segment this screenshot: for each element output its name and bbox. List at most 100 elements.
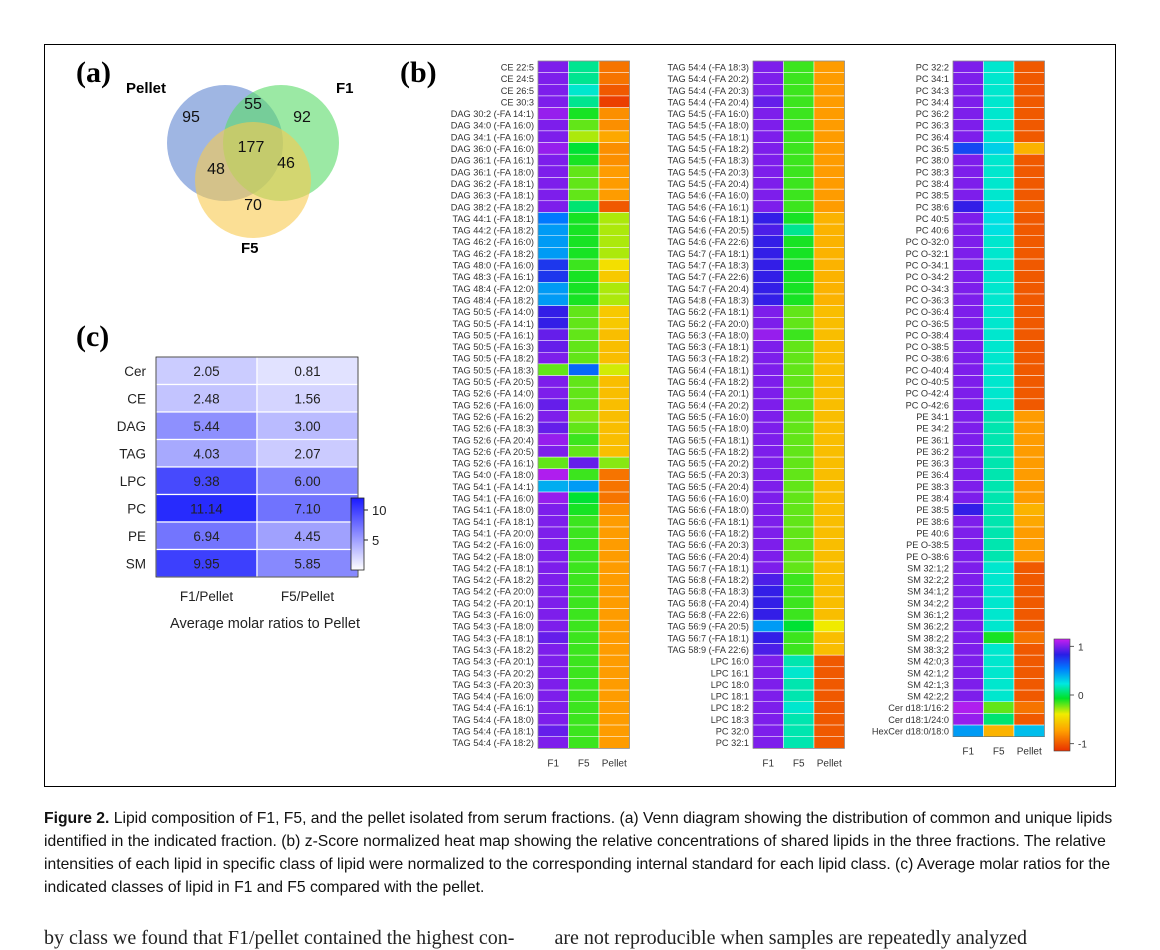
heatmap-cell xyxy=(783,643,815,656)
heatmap-cell xyxy=(568,95,600,108)
heatmap-cell xyxy=(568,119,600,132)
heatmap-cell xyxy=(598,445,630,458)
venn-diagram xyxy=(167,85,339,238)
heatmap-cell xyxy=(598,247,630,260)
heatmap-cell xyxy=(752,165,784,178)
heatmap-cell xyxy=(568,328,600,341)
heatmap-cell xyxy=(752,398,784,411)
row-label: TAG 48:4 (-FA 12:0) xyxy=(452,284,534,294)
heatmap-cell xyxy=(1013,258,1045,271)
heatmap-cell xyxy=(813,270,845,283)
heatmap-cell xyxy=(537,386,569,400)
heatmap-cell xyxy=(983,491,1015,504)
heatmap-cell xyxy=(783,678,815,691)
heatmap-cell xyxy=(952,456,984,470)
heatmap-cell xyxy=(568,561,600,574)
row-label: TAG 54:3 (-FA 18:0) xyxy=(452,622,534,632)
heatmap-cell xyxy=(983,130,1015,143)
heatmap-cell xyxy=(598,643,630,656)
heatmap-cell xyxy=(983,410,1015,423)
heatmap-cell xyxy=(1013,270,1045,283)
heatmap-cell xyxy=(256,356,359,386)
heatmap-cell xyxy=(1013,60,1045,73)
row-label: TAG 56:5 (-FA 20:2) xyxy=(667,459,749,469)
heatmap-cell xyxy=(952,561,984,574)
heatmap-cell xyxy=(537,142,569,155)
row-label: PE O-38:6 xyxy=(906,552,949,562)
heatmap-cell xyxy=(952,724,984,737)
heatmap-cell xyxy=(983,282,1015,295)
heatmap-cell xyxy=(598,480,630,493)
heatmap-cell xyxy=(1013,573,1045,586)
heatmap-cell xyxy=(983,247,1015,260)
heatmap-cell xyxy=(813,119,845,132)
heatmap-cell xyxy=(813,200,845,213)
heatmap-cell xyxy=(537,200,569,213)
heatmap-cell xyxy=(1013,282,1045,295)
heatmap-cell xyxy=(568,375,600,388)
row-label: PC O-42:4 xyxy=(906,389,949,399)
heatmap-cell xyxy=(568,654,600,668)
heatmap-cell xyxy=(752,107,784,120)
heatmap-cell xyxy=(983,515,1015,528)
heatmap-cell xyxy=(568,491,600,504)
heatmap-cell xyxy=(537,270,569,283)
heatmap-cell xyxy=(598,538,630,551)
heatmap-cell xyxy=(813,305,845,318)
heatmap-cell xyxy=(537,736,569,749)
heatmap-cell xyxy=(813,212,845,225)
row-label: TAG 54:4 (-FA 16:1) xyxy=(452,703,534,713)
row-label: LPC 18:3 xyxy=(711,715,749,725)
heatmap-cell xyxy=(952,386,984,400)
row-label: PC O-36:3 xyxy=(906,295,949,305)
heatmap-cell xyxy=(1013,410,1045,423)
heatmap-cell xyxy=(952,468,984,481)
heatmap-cell xyxy=(1013,177,1045,190)
heatmap-cell xyxy=(1013,491,1045,504)
heatmap-cell xyxy=(752,352,784,365)
heatmap-cell xyxy=(952,375,984,388)
heatmap-cell xyxy=(537,631,569,644)
row-label: PC O-40:4 xyxy=(906,365,949,375)
heatmap-cell xyxy=(983,200,1015,213)
row-label: TAG 56:5 (-FA 20:4) xyxy=(667,482,749,492)
heatmap-cell xyxy=(783,619,815,633)
row-label: PC O-34:3 xyxy=(906,284,949,294)
row-label: PC O-32:1 xyxy=(906,249,949,259)
row-label: DAG 36:2 (-FA 18:1) xyxy=(451,179,534,189)
heatmap-cell xyxy=(1013,596,1045,609)
row-label: PC 40:6 xyxy=(916,226,949,236)
row-label: TAG 48:0 (-FA 16:0) xyxy=(452,261,534,271)
row-label: TAG 50:5 (-FA 18:2) xyxy=(452,354,534,364)
heatmap-cell xyxy=(983,643,1015,656)
row-label: TAG 54:1 (-FA 20:0) xyxy=(452,528,534,538)
row-label: LPC 18:0 xyxy=(711,680,749,690)
heatmap-cell xyxy=(568,398,600,411)
venn-value-f1-f5: 46 xyxy=(277,155,295,172)
heatmap-cell xyxy=(952,212,984,225)
heatmap-cell xyxy=(598,491,630,504)
heatmap-cell xyxy=(568,550,600,563)
row-label: TAG 56:4 (-FA 18:1) xyxy=(667,365,749,375)
heatmap-cell xyxy=(783,503,815,516)
heatmap-cell xyxy=(537,596,569,609)
row-label: SM 42:1;2 xyxy=(907,668,949,678)
grid-border xyxy=(952,60,1045,738)
row-label: TAG 56:5 (-FA 18:0) xyxy=(667,424,749,434)
row-label: SM 42:1;3 xyxy=(907,680,949,690)
heatmap-cell xyxy=(983,305,1015,318)
heatmap-cell xyxy=(598,317,630,330)
heatmap-cell xyxy=(813,724,845,737)
heatmap-cell xyxy=(983,386,1015,400)
heatmap-cell xyxy=(537,317,569,330)
heatmap-cell xyxy=(598,666,630,679)
heatmap-cell xyxy=(952,526,984,539)
heatmap-cell xyxy=(568,107,600,120)
heatmap-cell xyxy=(983,701,1015,714)
row-label: TAG 54:4 (-FA 18:1) xyxy=(452,727,534,737)
heatmap-cell xyxy=(1013,631,1045,644)
row-label: TAG 54:8 (-FA 18:3) xyxy=(667,295,749,305)
heatmap-cell xyxy=(568,212,600,225)
heatmap-cell xyxy=(752,608,784,621)
heatmap-cell xyxy=(983,666,1015,679)
